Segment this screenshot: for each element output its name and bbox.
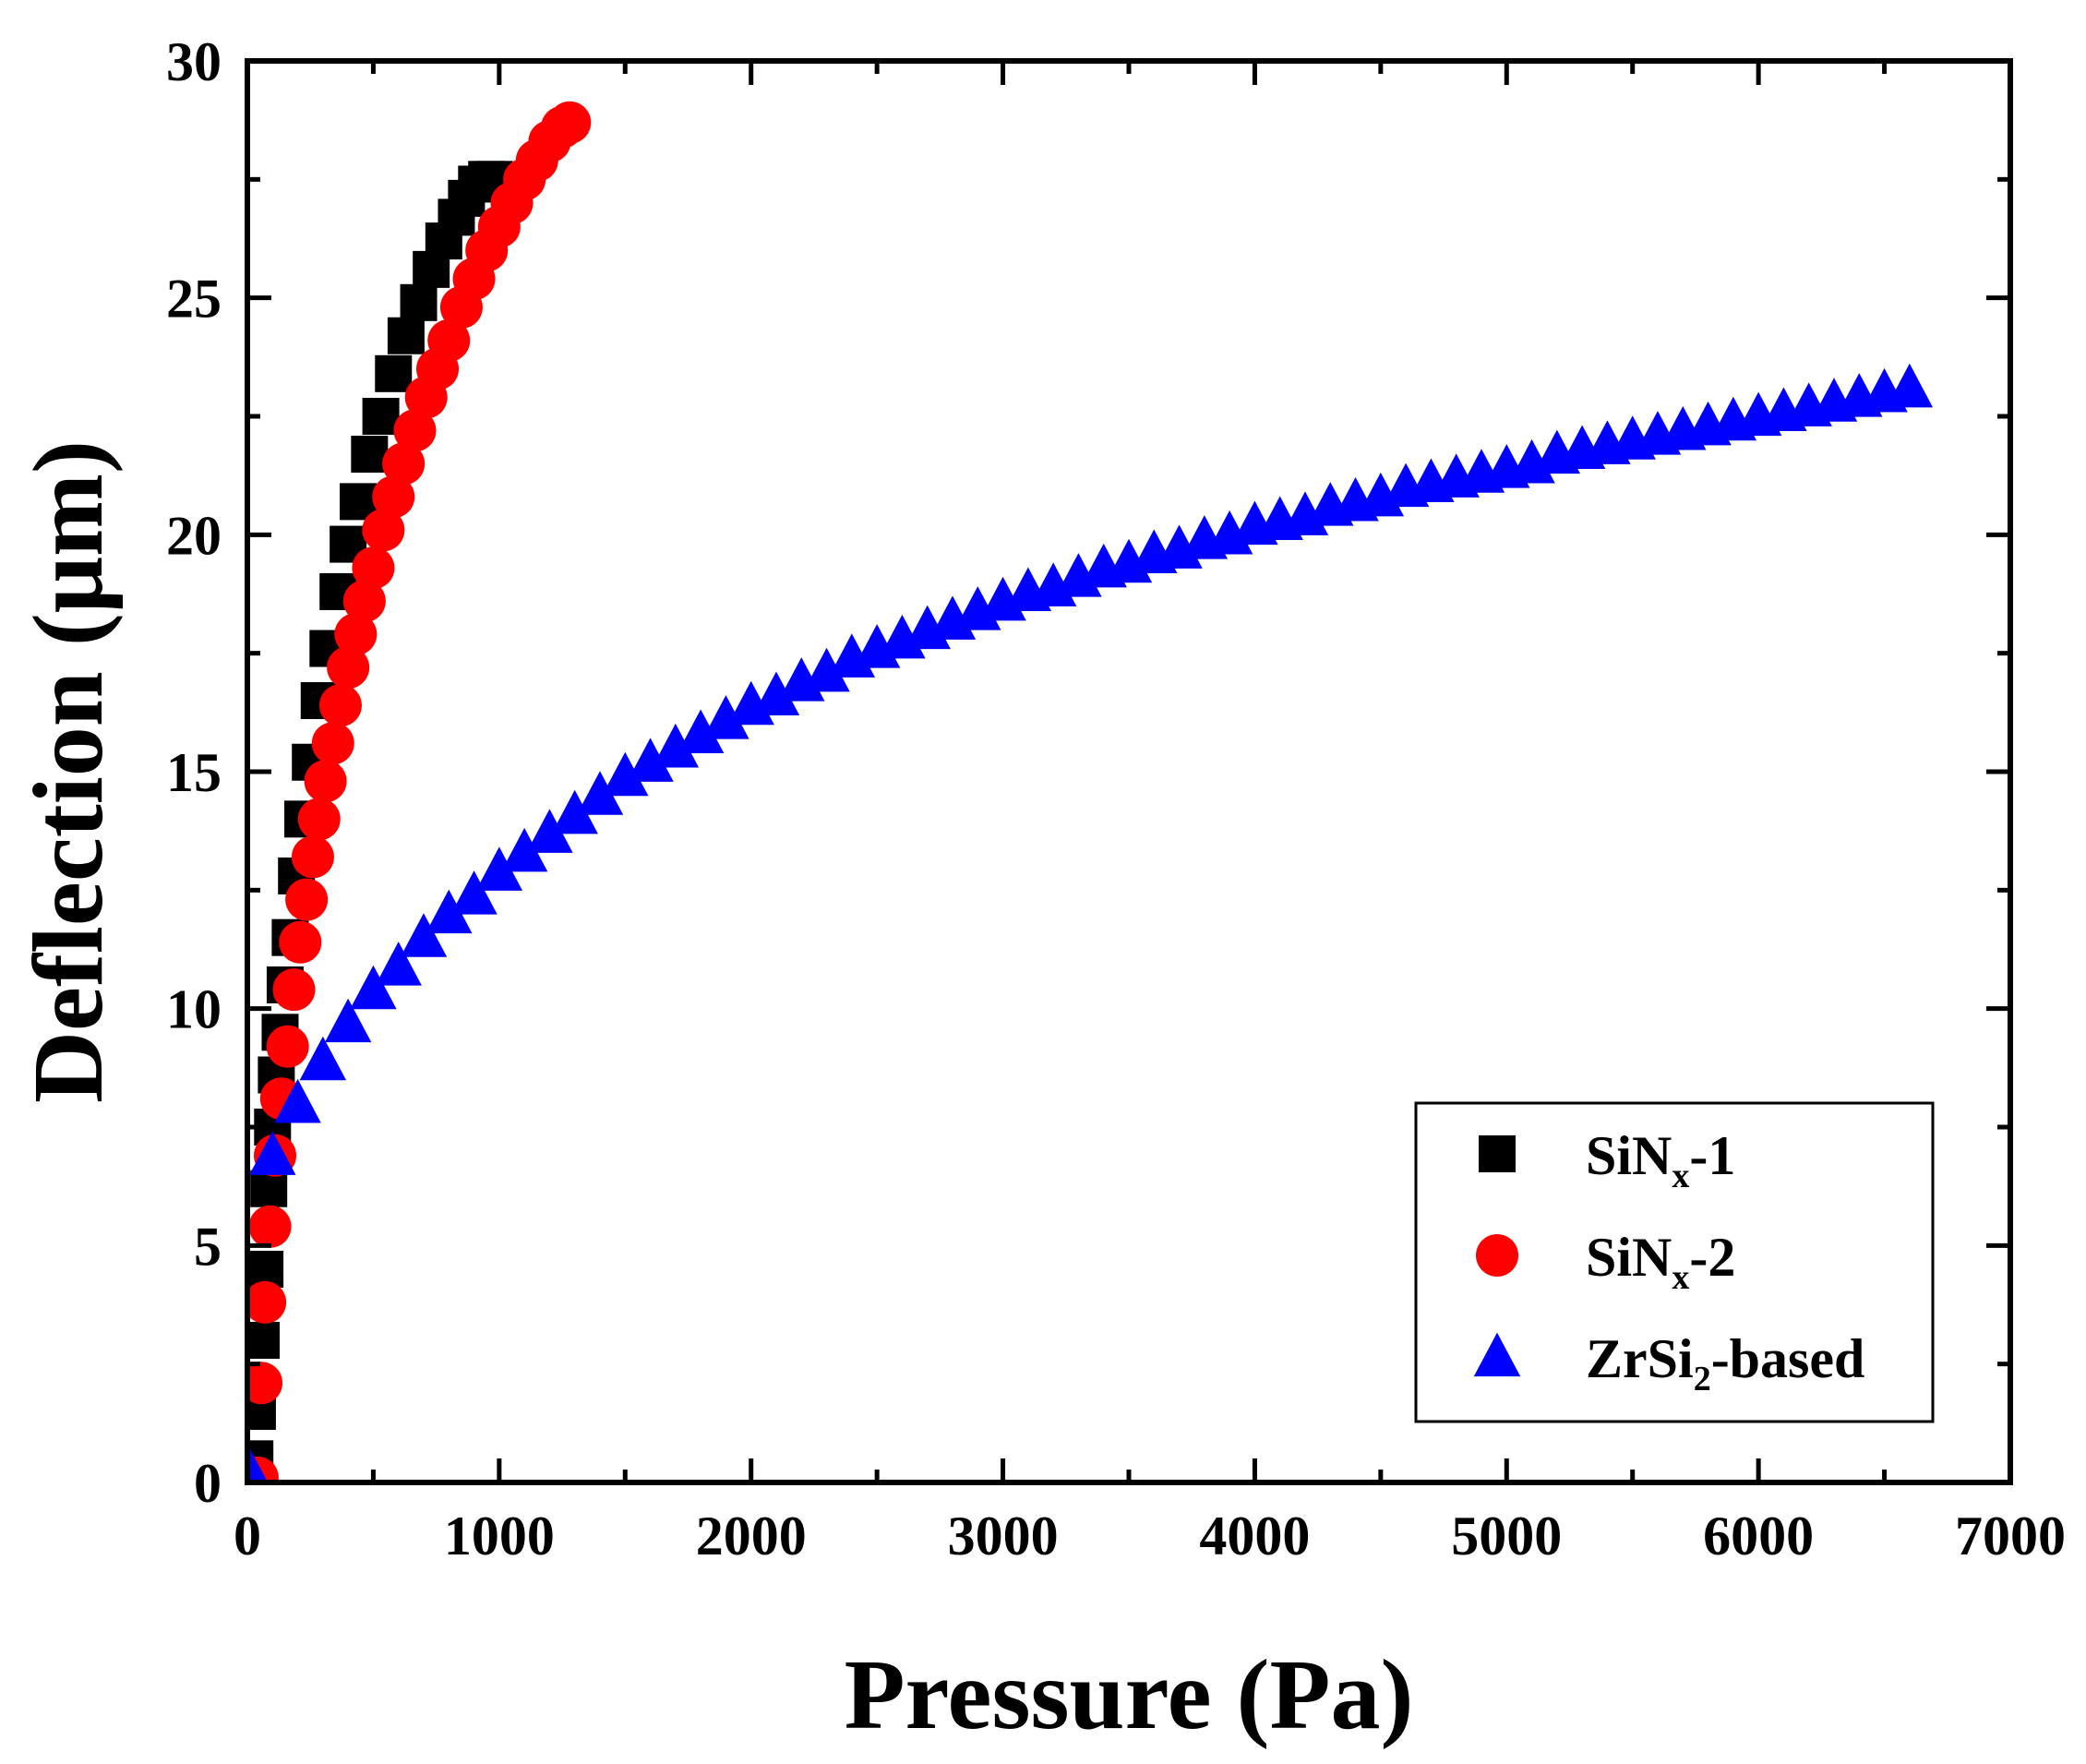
data-point — [266, 1025, 309, 1068]
data-point — [248, 1205, 292, 1248]
x-tick-label: 0 — [234, 1506, 261, 1566]
data-point — [1886, 363, 1934, 408]
data-point — [362, 398, 400, 435]
data-point — [342, 580, 386, 623]
data-layer — [247, 101, 1934, 1482]
x-tick-label: 1000 — [444, 1506, 555, 1566]
data-point — [285, 878, 329, 921]
data-point — [304, 760, 347, 803]
data-point — [250, 1170, 288, 1207]
legend: SiNx-1 SiNx-2 ZrSi2-based — [1414, 1101, 1935, 1423]
data-point — [400, 913, 448, 957]
data-point — [475, 846, 523, 891]
data-point — [426, 889, 473, 934]
data-point — [602, 751, 649, 797]
data-point — [400, 283, 438, 321]
data-point — [752, 671, 800, 715]
data-point — [387, 317, 425, 354]
data-point — [334, 613, 378, 656]
data-point — [351, 436, 389, 474]
y-tick-label: 10 — [166, 979, 222, 1040]
x-tick-label: 6000 — [1703, 1506, 1814, 1566]
legend-marker-circle — [1476, 1234, 1518, 1277]
data-point — [350, 965, 397, 1010]
x-tick-label: 3000 — [948, 1506, 1059, 1566]
legend-label: SiNx-1 — [1586, 1125, 1735, 1195]
x-tick-label: 7000 — [1955, 1506, 2066, 1566]
data-point — [652, 723, 700, 768]
data-point — [576, 771, 624, 815]
legend-marker-triangle — [1473, 1332, 1521, 1377]
data-point — [551, 789, 598, 834]
data-point — [274, 1078, 321, 1123]
data-point — [375, 942, 422, 986]
data-point — [311, 722, 354, 765]
y-tick-label: 5 — [194, 1216, 222, 1277]
data-point — [249, 1131, 296, 1175]
data-point — [548, 101, 592, 144]
data-point — [627, 738, 674, 782]
data-point — [382, 442, 426, 486]
y-tick-label: 20 — [166, 505, 222, 566]
data-point — [291, 835, 334, 879]
y-axis-title: Deflection (μm) — [14, 440, 124, 1103]
series-ZrSi2-based — [247, 363, 1934, 1482]
data-point — [352, 546, 395, 590]
x-axis-title: Pressure (Pa) — [845, 1640, 1414, 1750]
data-point — [247, 1362, 283, 1405]
legend-marker-square — [1479, 1135, 1516, 1172]
data-point — [500, 827, 548, 872]
data-point — [272, 968, 316, 1012]
y-tick-label: 25 — [166, 269, 222, 330]
x-tick-label: 4000 — [1199, 1506, 1310, 1566]
data-point — [677, 709, 725, 754]
data-point — [450, 870, 498, 915]
y-tick-label: 30 — [166, 31, 222, 92]
x-tick-label: 5000 — [1451, 1506, 1562, 1566]
data-point — [247, 1280, 287, 1324]
data-point — [526, 809, 573, 853]
series-SiNx-2 — [247, 101, 592, 1482]
data-point — [803, 647, 850, 692]
data-point — [427, 318, 471, 362]
data-point — [393, 409, 437, 452]
data-point — [297, 798, 341, 841]
legend-label: SiNx-2 — [1586, 1227, 1735, 1297]
data-point — [324, 998, 372, 1043]
data-point — [279, 920, 322, 964]
data-point — [372, 475, 415, 519]
data-point — [327, 646, 370, 690]
data-point — [299, 1036, 347, 1081]
y-tick-label: 0 — [194, 1453, 222, 1514]
ticks-layer — [247, 61, 2010, 1482]
series-SiNx-1 — [247, 161, 513, 1478]
legend-label: ZrSi2-based — [1586, 1328, 1864, 1398]
data-point — [375, 354, 413, 392]
data-point — [247, 1322, 281, 1359]
tick-labels-layer: 0 1000 2000 3000 4000 5000 6000 7000 0 5 10 15 20 25 3… — [166, 31, 2066, 1566]
data-point — [362, 509, 405, 552]
data-point — [702, 695, 749, 739]
y-tick-label: 15 — [166, 742, 222, 803]
data-point — [318, 684, 362, 727]
data-point — [247, 1448, 269, 1482]
x-tick-label: 2000 — [696, 1506, 807, 1566]
